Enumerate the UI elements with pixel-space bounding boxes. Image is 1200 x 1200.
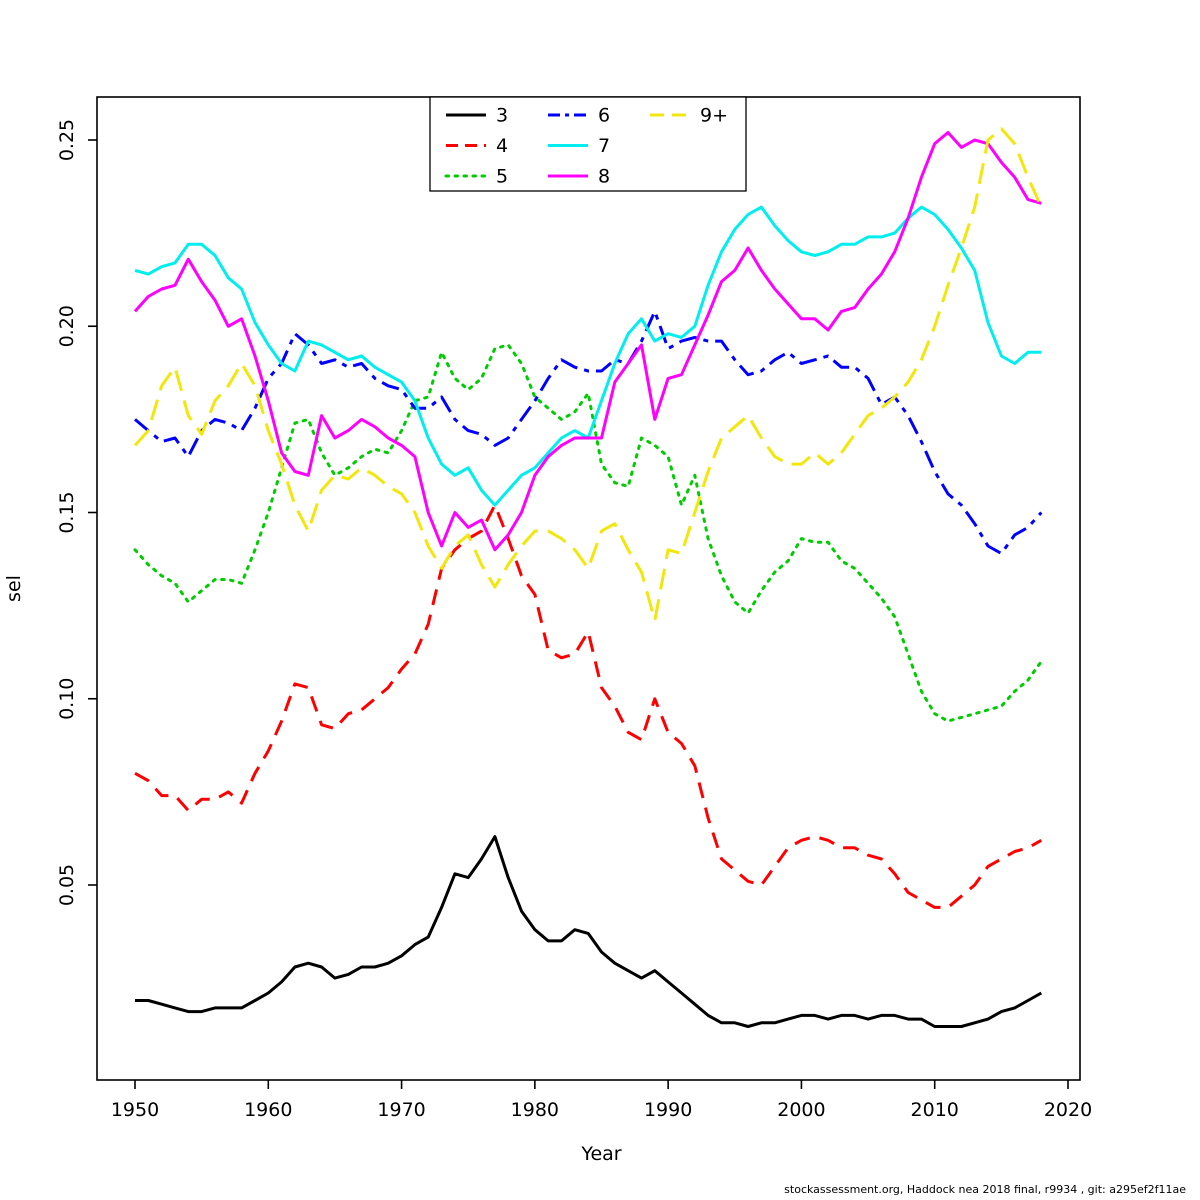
series-line-9+: [133, 127, 1043, 622]
series-line-3: [135, 835, 1043, 1028]
y-tick-label: 0.05: [56, 864, 78, 906]
x-tick-label: 2010: [911, 1099, 959, 1121]
legend-label-3: 3: [496, 105, 508, 127]
y-tick-label: 0.25: [56, 119, 78, 161]
legend-label-9+: 9+: [700, 105, 728, 127]
x-axis-title: Year: [580, 1143, 621, 1165]
legend: 3 4 5 6 7 8 9+: [429, 96, 747, 192]
series-line-7: [134, 205, 1042, 507]
x-tick-label: 1950: [111, 1099, 159, 1121]
y-tick-label: 0.10: [56, 678, 78, 720]
x-tick-label: 1970: [377, 1099, 425, 1121]
series-line-4: [134, 503, 1043, 909]
y-tick-label: 0.15: [56, 491, 78, 533]
x-tick-label: 2000: [777, 1099, 825, 1121]
y-axis-title: sel: [3, 575, 25, 602]
legend-label-8: 8: [598, 166, 610, 188]
x-tick-label: 2020: [1044, 1099, 1092, 1121]
legend-label-6: 6: [598, 105, 610, 127]
x-tick-label: 1990: [644, 1099, 692, 1121]
legend-label-5: 5: [496, 166, 508, 188]
legend-label-4: 4: [496, 135, 508, 157]
x-tick-label: 1960: [244, 1099, 292, 1121]
y-tick-label: 0.20: [56, 305, 78, 347]
series-line-8: [133, 131, 1042, 552]
series-line-5: [133, 343, 1043, 723]
attribution-text: stockassessment.org, Haddock nea 2018 fi…: [784, 1183, 1186, 1196]
legend-label-7: 7: [598, 135, 610, 157]
x-tick-label: 1980: [511, 1099, 559, 1121]
